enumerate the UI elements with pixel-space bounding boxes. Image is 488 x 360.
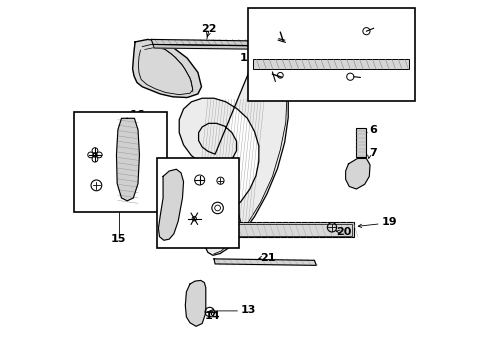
Bar <box>215 224 351 235</box>
Text: 10: 10 <box>185 164 201 174</box>
Bar <box>156 158 239 248</box>
Polygon shape <box>179 48 287 255</box>
Text: 20: 20 <box>336 227 351 237</box>
Polygon shape <box>214 259 316 265</box>
Text: 17: 17 <box>82 189 98 199</box>
Bar <box>355 128 366 157</box>
Text: 5: 5 <box>394 72 402 82</box>
Text: 14: 14 <box>204 311 220 320</box>
Bar <box>74 112 167 212</box>
Text: 22: 22 <box>201 24 216 34</box>
Bar <box>214 222 353 237</box>
Text: 16: 16 <box>130 111 145 121</box>
Polygon shape <box>132 40 201 98</box>
Text: 3: 3 <box>273 17 281 27</box>
Text: 19: 19 <box>381 217 396 227</box>
Text: 18: 18 <box>81 139 97 148</box>
Text: 9: 9 <box>215 212 223 221</box>
Text: 8: 8 <box>157 174 165 184</box>
Polygon shape <box>151 40 249 45</box>
Polygon shape <box>345 158 369 189</box>
Text: 11: 11 <box>215 164 230 174</box>
Text: 4: 4 <box>258 70 266 80</box>
Polygon shape <box>185 280 205 326</box>
Text: 21: 21 <box>260 253 275 263</box>
Bar <box>253 59 408 69</box>
Polygon shape <box>116 118 139 201</box>
Text: 1: 1 <box>240 53 247 63</box>
Polygon shape <box>153 44 250 49</box>
Text: 7: 7 <box>368 148 376 158</box>
Text: 13: 13 <box>241 305 256 315</box>
Text: 2: 2 <box>380 15 387 26</box>
Text: 12: 12 <box>174 224 189 233</box>
Bar <box>247 8 414 101</box>
Polygon shape <box>158 169 183 240</box>
Text: 6: 6 <box>368 125 376 135</box>
Text: 15: 15 <box>110 234 126 244</box>
